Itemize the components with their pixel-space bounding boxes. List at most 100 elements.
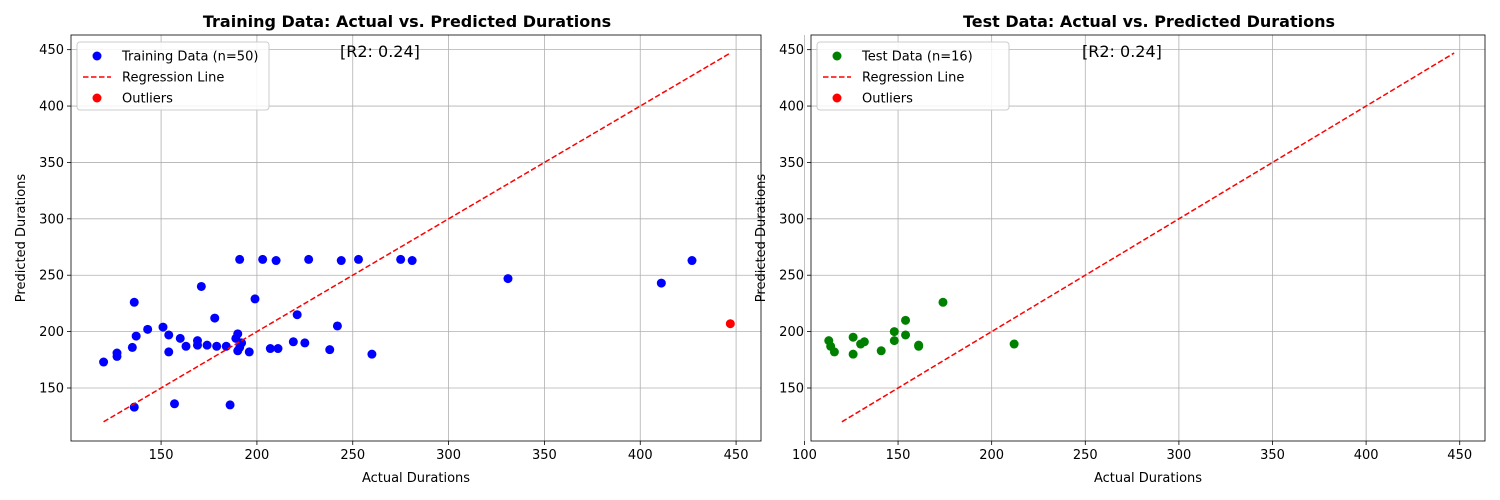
- data-point: [332, 321, 342, 331]
- legend-point-marker: [832, 93, 842, 103]
- data-point: [503, 274, 513, 284]
- data-point: [367, 349, 377, 359]
- x-tick-label: 150: [149, 448, 174, 463]
- data-point: [127, 342, 137, 352]
- data-point: [848, 332, 858, 342]
- x-tick-label: 400: [1354, 448, 1379, 463]
- legend-entry: Regression Line: [122, 71, 224, 86]
- chart-title: Test Data: Actual vs. Predicted Duration…: [963, 12, 1335, 31]
- data-point: [221, 341, 231, 351]
- x-tick-label: 100: [792, 448, 817, 463]
- x-tick-label: 450: [1447, 448, 1472, 463]
- axes-frame: [70, 34, 762, 442]
- data-point: [196, 281, 206, 291]
- data-point: [258, 254, 268, 264]
- data-point: [225, 400, 235, 410]
- x-tick-label: 350: [1260, 448, 1285, 463]
- axes-frame: [810, 34, 1486, 442]
- x-tick-label: 200: [245, 448, 270, 463]
- data-point: [244, 347, 254, 357]
- legend: Training Data (n=50) Regression Line Outli…: [76, 41, 270, 111]
- regression-line: [103, 52, 731, 423]
- y-tick-label: 300: [779, 212, 804, 227]
- y-tick-label: 400: [39, 100, 64, 115]
- legend-entry: Training Data (n=50): [121, 50, 258, 65]
- data-point: [271, 256, 281, 266]
- data-point: [876, 346, 886, 356]
- data-point: [158, 322, 168, 332]
- data-point: [889, 336, 899, 346]
- legend-entry: Outliers: [862, 92, 913, 107]
- y-axis-label: Predicted Durations: [754, 174, 769, 303]
- data-point: [202, 340, 212, 350]
- y-tick-label: 250: [779, 269, 804, 284]
- legend-entry: Outliers: [122, 92, 173, 107]
- data-point: [164, 347, 174, 357]
- legend-point-marker: [832, 51, 842, 61]
- data-point: [131, 331, 141, 341]
- legend: Test Data (n=16) Regression Line Outliers: [816, 41, 1010, 111]
- x-tick-label: 150: [886, 448, 911, 463]
- x-tick-label: 300: [436, 448, 461, 463]
- data-point: [235, 254, 245, 264]
- legend-box: [76, 41, 270, 111]
- chart-title: Training Data: Actual vs. Predicted Dura…: [203, 12, 611, 31]
- data-point: [129, 297, 139, 307]
- data-point: [354, 254, 363, 264]
- data-point: [901, 315, 911, 325]
- y-tick-label: 250: [39, 269, 64, 284]
- data-point: [175, 333, 185, 343]
- data-point: [889, 327, 899, 337]
- x-tick-label: 250: [340, 448, 365, 463]
- legend-point-marker: [92, 93, 102, 103]
- y-tick-label: 450: [39, 43, 64, 58]
- data-point: [292, 310, 302, 320]
- y-tick-label: 150: [39, 381, 64, 396]
- data-point: [687, 256, 697, 266]
- data-point: [829, 347, 839, 357]
- data-point: [407, 256, 417, 266]
- data-point: [300, 338, 310, 348]
- y-tick-label: 450: [779, 43, 804, 58]
- x-tick-label: 250: [1073, 448, 1098, 463]
- legend-point-marker: [92, 51, 102, 61]
- data-point: [656, 278, 666, 288]
- test-chart: 100 150 200 250 300 350 400 450 150 200 250 300 350 4…: [754, 12, 1486, 486]
- data-point: [99, 357, 109, 367]
- data-point: [901, 330, 911, 340]
- x-tick-label: 200: [979, 448, 1004, 463]
- r2-annotation: [R2: 0.24]: [340, 42, 420, 61]
- data-point: [112, 348, 122, 358]
- data-point: [237, 338, 247, 348]
- legend-entry: Regression Line: [862, 71, 964, 86]
- data-point: [193, 336, 202, 346]
- data-point: [164, 330, 174, 340]
- data-point: [143, 324, 153, 334]
- data-point: [265, 344, 275, 354]
- y-axis-label: Predicted Durations: [14, 174, 29, 303]
- x-tick-label: 400: [628, 448, 653, 463]
- y-tick-label: 350: [779, 156, 804, 171]
- outlier-point: [725, 319, 735, 329]
- regression-line: [841, 52, 1455, 423]
- training-chart: 150 200 250 300 350 400 450 150 200 250 300 350 400 4…: [14, 12, 762, 486]
- data-point: [336, 256, 346, 266]
- data-point: [273, 344, 283, 354]
- y-tick-label: 200: [39, 325, 64, 340]
- y-tick-label: 200: [779, 325, 804, 340]
- data-point: [848, 349, 858, 359]
- data-point: [288, 337, 298, 347]
- data-point: [181, 341, 191, 351]
- x-tick-label: 300: [1166, 448, 1191, 463]
- y-tick-label: 150: [779, 381, 804, 396]
- data-point: [170, 399, 179, 409]
- x-axis-label: Actual Durations: [362, 471, 470, 486]
- data-point: [212, 341, 222, 351]
- data-point: [233, 329, 243, 339]
- x-tick-label: 350: [532, 448, 557, 463]
- data-point: [210, 313, 220, 323]
- y-tick-label: 300: [39, 212, 64, 227]
- x-axis-label: Actual Durations: [1094, 471, 1202, 486]
- y-tick-label: 350: [39, 156, 64, 171]
